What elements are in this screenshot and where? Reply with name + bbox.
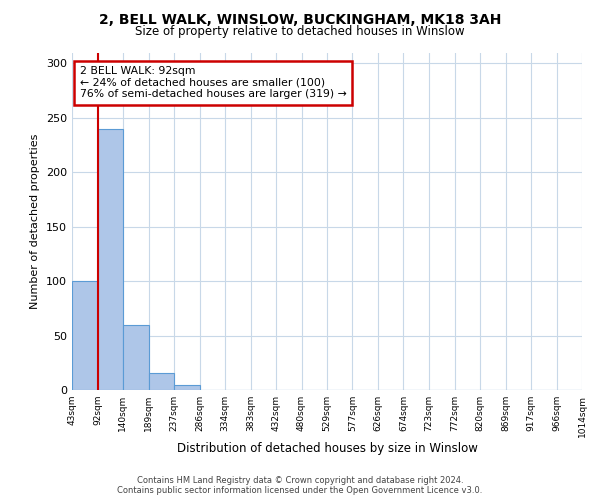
Y-axis label: Number of detached properties: Number of detached properties	[31, 134, 40, 309]
Bar	[149, 372, 174, 390]
X-axis label: Distribution of detached houses by size in Winslow: Distribution of detached houses by size …	[176, 442, 478, 456]
Text: 2, BELL WALK, WINSLOW, BUCKINGHAM, MK18 3AH: 2, BELL WALK, WINSLOW, BUCKINGHAM, MK18 …	[99, 12, 501, 26]
Text: Size of property relative to detached houses in Winslow: Size of property relative to detached ho…	[135, 25, 465, 38]
Text: 2 BELL WALK: 92sqm
← 24% of detached houses are smaller (100)
76% of semi-detach: 2 BELL WALK: 92sqm ← 24% of detached hou…	[80, 66, 346, 99]
Text: Contains HM Land Registry data © Crown copyright and database right 2024.
Contai: Contains HM Land Registry data © Crown c…	[118, 476, 482, 495]
Bar	[174, 384, 200, 390]
Bar	[98, 128, 123, 390]
Bar	[72, 281, 98, 390]
Bar	[123, 324, 149, 390]
